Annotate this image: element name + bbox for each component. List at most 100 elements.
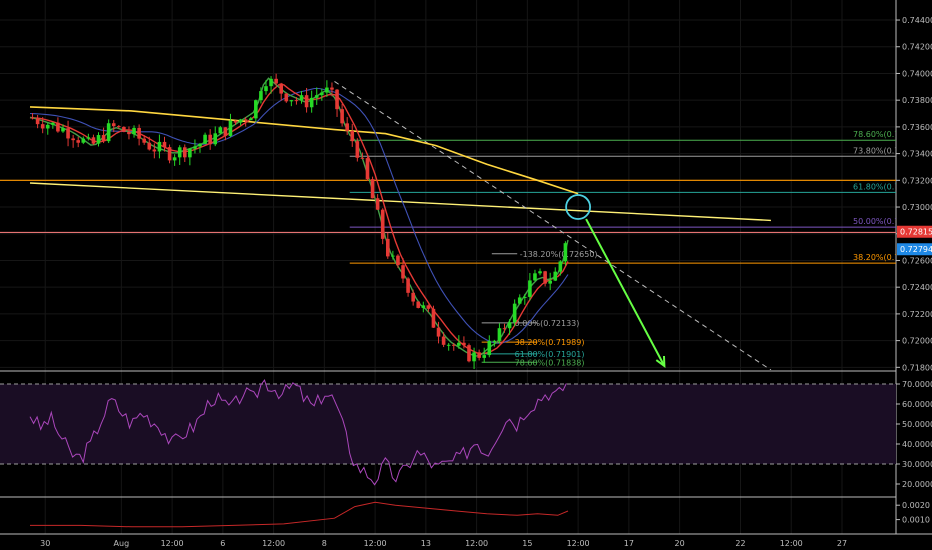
rsi-panel[interactable] [0, 379, 896, 486]
yellow-moving-average [29, 106, 579, 195]
candle-body [517, 297, 522, 304]
candle-body [243, 119, 248, 121]
candle-body [294, 100, 299, 102]
dashed-trendline [334, 81, 772, 370]
time-tick-label: 12:00 [780, 539, 803, 548]
candle-body [66, 128, 70, 139]
candle-body [45, 124, 50, 129]
candle-body [314, 95, 319, 98]
forecast-arrow-head [655, 355, 666, 369]
secondary-price-badge [897, 243, 932, 256]
candle-body [228, 120, 233, 136]
candle-body [325, 87, 329, 93]
price-tick-label: 0.73000 [902, 203, 932, 212]
fib-level-label: 61.80%(0.7 [853, 182, 899, 191]
secondary-price-badge-label: 0.72794 [900, 245, 932, 254]
candle-body [91, 137, 96, 144]
candle-body [127, 131, 131, 135]
candle-body [147, 142, 152, 150]
candle-body [396, 255, 400, 266]
candle-body [177, 147, 182, 158]
time-tick-label: 30 [40, 539, 50, 548]
candle-body [543, 271, 547, 284]
candle-body [188, 148, 192, 158]
candle-body [299, 95, 304, 101]
candle-body [172, 157, 177, 161]
candle-body [502, 328, 507, 330]
candle-body [553, 271, 558, 281]
candle-body [426, 305, 431, 309]
candle-body [528, 280, 532, 297]
candle-body [142, 138, 146, 143]
indicator-panel[interactable] [30, 501, 569, 528]
price-tick-label: 0.73200 [902, 176, 932, 185]
price-tick-label: 0.72200 [902, 310, 932, 319]
last-price-badge-label: 0.72815 [900, 228, 932, 237]
candle-body [406, 278, 410, 293]
rsi-tick-label: 70.0000 [902, 380, 932, 389]
candle-body [487, 340, 492, 356]
candle-body [162, 141, 167, 148]
price-axis[interactable]: 0.74400 0.74200 0.74000 0.73800 0.73600 0.734… [896, 16, 932, 525]
fib-level-label: 78.60%(0.7 [853, 130, 899, 139]
candle-body [492, 340, 497, 342]
candle-body [416, 301, 421, 308]
candle-body [380, 209, 385, 239]
candle-body [451, 344, 456, 346]
time-tick-label: 8 [322, 539, 327, 548]
price-tick-label: 0.72400 [902, 283, 932, 292]
candle-body [51, 122, 55, 125]
candle-body [269, 78, 273, 87]
candle-body [446, 344, 451, 346]
rsi-tick-label: 30.0000 [902, 460, 932, 469]
candle-body [35, 118, 40, 125]
candle-body [122, 126, 126, 132]
fib-small-label: 38.20%(0.71989) [515, 338, 585, 347]
candle-body [370, 179, 375, 199]
time-tick-label: 12:00 [465, 539, 488, 548]
candle-body [81, 138, 86, 143]
candle-body [360, 157, 365, 159]
price-tick-label: 0.73600 [902, 123, 932, 132]
price-tick-label: 0.72000 [902, 337, 932, 346]
candle-body [350, 130, 355, 142]
time-axis[interactable]: 30 Aug 12:00 6 12:00 8 12:00 13 12:00 15 12:00 17 20… [40, 539, 847, 548]
candle-body [96, 135, 101, 144]
candle-body [477, 352, 481, 358]
candle-body [238, 119, 243, 123]
time-tick-label: 12:00 [161, 539, 184, 548]
candle-body [330, 87, 334, 90]
time-tick-label: 12:00 [262, 539, 285, 548]
time-tick-label: 6 [220, 539, 225, 548]
time-tick-label: 22 [735, 539, 745, 548]
price-panel[interactable]: 78.60%(0.7 73.80%(0.7 61.80%(0.7 50.00%(0.7… [0, 73, 899, 379]
candle-body [462, 342, 466, 346]
candle-body [533, 273, 537, 281]
candle-body [274, 78, 278, 84]
rsi-tick-label: 60.0000 [902, 400, 932, 409]
candle-body [345, 123, 349, 131]
candle-body [538, 271, 542, 274]
candle-body [213, 133, 218, 145]
candle-body [385, 238, 390, 257]
candle-body [279, 83, 284, 94]
candle-body [157, 141, 162, 152]
time-tick-label: Aug [114, 539, 130, 548]
time-tick-label: 15 [522, 539, 532, 548]
candle-body [340, 109, 344, 124]
candle-body [71, 138, 75, 141]
candle-body [401, 265, 405, 279]
candle-body [259, 91, 263, 101]
candle-body [264, 86, 268, 92]
last-price-badge [897, 225, 932, 238]
candle-body [106, 123, 111, 142]
candle-body [497, 328, 502, 341]
candle-body [548, 280, 552, 284]
candle-body [421, 305, 426, 308]
candle-body [30, 117, 35, 119]
price-tick-label: 0.74000 [902, 69, 932, 78]
candle-body [320, 92, 324, 96]
candle-body [411, 292, 415, 302]
